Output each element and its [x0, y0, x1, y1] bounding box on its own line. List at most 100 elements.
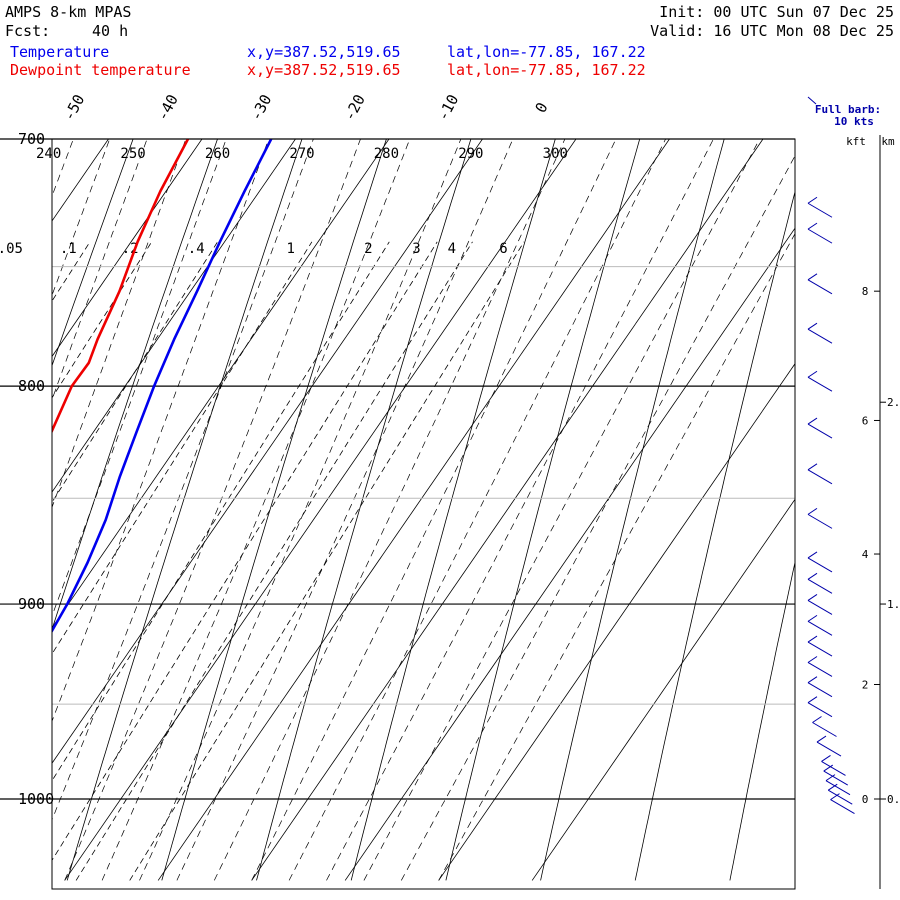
moist-adiabat-line [251, 139, 617, 881]
wind-barb-flag [807, 635, 818, 643]
wind-barb-flag [816, 735, 827, 743]
km-tick-label: 2. [887, 396, 900, 409]
mixing-ratio-label: .05 [0, 241, 23, 257]
isotherm-label: -30 [247, 91, 276, 123]
mixing-ratio-line [0, 242, 32, 881]
dewpoint-trace [52, 139, 190, 434]
wind-barb-flag [807, 656, 818, 663]
isotherm-label: 0 [532, 99, 552, 115]
kft-tick-label: 2 [862, 679, 869, 692]
moist-adiabat-line [52, 139, 148, 401]
wind-barb-flag [823, 764, 834, 772]
mixing-ratio-line [52, 241, 91, 302]
wind-barb-staff [807, 662, 833, 677]
init-time: Init: 00 UTC Sun 07 Dec 25 [659, 3, 894, 21]
wind-barb-staff [823, 770, 849, 786]
dry-adiabat-label: 260 [205, 146, 230, 162]
kft-tick-label: 0 [862, 793, 869, 806]
wind-barb-flag [807, 222, 818, 230]
mixing-ratio-label: 3 [412, 241, 420, 257]
wind-barb-staff [807, 469, 833, 485]
wind-barb-flag [807, 463, 818, 471]
wind-barb-column: Full barb: 10 kts [807, 96, 881, 815]
kft-tick-label: 8 [862, 285, 869, 298]
isotherm-label: -10 [434, 91, 463, 123]
dewpoint-latlon: lat,lon=-77.85, 167.22 [447, 61, 646, 79]
wind-barb-staff [807, 513, 833, 529]
dry-adiabat-label: 240 [36, 146, 61, 162]
pressure-label: 1000 [18, 790, 54, 808]
moist-adiabat-line [363, 139, 760, 881]
dry-adiabat-line [634, 190, 795, 881]
mixing-ratio-label: 4 [448, 241, 456, 257]
wind-barb-staff [807, 578, 833, 594]
pressure-label: 700 [18, 130, 45, 148]
dry-adiabat-label: 250 [120, 146, 145, 162]
plot-frame [51, 138, 796, 890]
temperature-legend-label: Temperature [10, 43, 110, 61]
mixing-ratio-line [129, 241, 525, 881]
moist-adiabat-line [52, 139, 74, 198]
wind-barb-staff [807, 228, 833, 244]
wind-barb-staff [821, 761, 846, 776]
dry-adiabat-line [52, 139, 218, 631]
wind-barb-flag [807, 417, 818, 425]
wind-barb-staff [807, 600, 833, 615]
isotherm-labels: -70-60-50-40-30-20-100 [60, 91, 552, 123]
moist-adiabat-line [52, 139, 111, 297]
mixing-ratio-label: .1 [60, 241, 77, 257]
dry-adiabat-label: 300 [543, 146, 568, 162]
mixing-ratio-label: 2 [364, 241, 372, 257]
wind-barb-flag [830, 793, 840, 801]
wind-barb-flag [807, 196, 818, 204]
mixing-ratio-line [52, 241, 218, 503]
wind-barb-staff [812, 722, 837, 737]
wind-barb-staff [807, 202, 833, 218]
barb-legend-value: 10 kts [834, 115, 874, 128]
isotherm-line [64, 139, 577, 881]
kft-tick-label: 6 [862, 414, 869, 427]
dry-adiabat-line [52, 139, 134, 367]
moist-adiabat-line [52, 139, 270, 723]
isotherm-label: -50 [60, 91, 89, 123]
moist-adiabat-line [288, 139, 666, 881]
wind-barb-staff [807, 702, 833, 718]
mixing-ratio-line [52, 241, 438, 862]
forecast-label: Fcst: [5, 22, 51, 40]
wind-barb-staff [807, 620, 833, 636]
mixing-ratio-label: 1 [287, 241, 295, 257]
isotherm-line [157, 139, 670, 881]
dry-adiabat-line [825, 112, 900, 880]
dry-adiabat-label: 270 [289, 146, 314, 162]
isotherm-label: -20 [340, 91, 369, 123]
dry-adiabat-line [445, 139, 641, 881]
isotherm-line [52, 139, 203, 358]
barb-legend-title: Full barb: [815, 103, 881, 116]
wind-barb-flag [807, 507, 818, 515]
thermodynamic-grid [0, 112, 900, 881]
kft-unit-label: kft [846, 135, 866, 148]
sounding-traces [52, 139, 273, 634]
wind-barb-staff [807, 376, 833, 392]
mixing-ratio-labels: .05.1.2.4 1 2 3 4 6 [0, 241, 508, 257]
pressure-label: 800 [18, 377, 45, 395]
moist-adiabat-line [400, 155, 795, 881]
km-tick-label: 1. [887, 598, 900, 611]
valid-time: Valid: 16 UTC Mon 08 Dec 25 [650, 22, 894, 40]
moist-adiabat-line [101, 139, 411, 881]
forecast-hour: 40 h [92, 22, 129, 40]
wind-barb-flag [807, 551, 818, 559]
dewpoint-xy: x,y=387.52,519.65 [247, 61, 401, 79]
dry-adiabat-line [540, 139, 725, 881]
model-title: AMPS 8-km MPAS [5, 3, 132, 21]
moist-adiabat-line [0, 115, 47, 880]
dry-adiabat-labels: 220230240250260270280290300 [36, 146, 568, 162]
moist-adiabat-line [326, 139, 714, 881]
dewpoint-legend-label: Dewpoint temperature [10, 61, 191, 79]
moist-adiabat-line [52, 139, 187, 509]
temperature-latlon: lat,lon=-77.85, 167.22 [447, 43, 646, 61]
wind-barb-flag [807, 273, 818, 281]
wind-barb-flag [807, 370, 818, 378]
wind-barb-flag [827, 783, 838, 791]
